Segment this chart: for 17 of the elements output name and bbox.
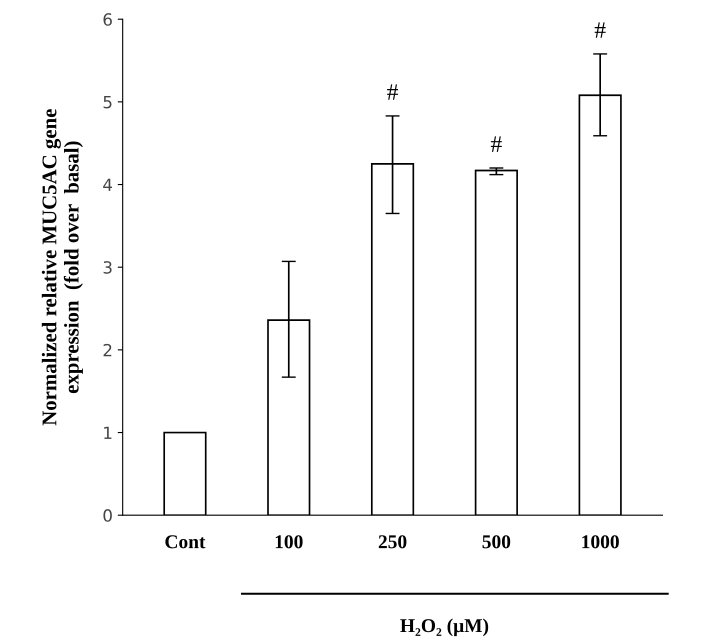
y-tick-label: 2 bbox=[104, 344, 112, 356]
y-tick-label: 1 bbox=[104, 426, 112, 439]
x-tick-label: 500 bbox=[482, 535, 510, 548]
x-axis-title: H₂O₂ (μM) bbox=[400, 618, 488, 636]
y-tick-label: 3 bbox=[104, 261, 112, 274]
y-tick-label: 4 bbox=[103, 178, 112, 191]
x-tick-label: 100 bbox=[276, 535, 303, 548]
x-tick-label: Cont bbox=[165, 535, 206, 548]
annotation: # bbox=[594, 22, 606, 38]
annotation: # bbox=[490, 136, 502, 152]
x-tick-label: 1000 bbox=[582, 535, 619, 548]
y-tick-label: 5 bbox=[104, 96, 112, 108]
y-tick-label: 6 bbox=[104, 13, 112, 26]
y-tick-label: 0 bbox=[103, 509, 112, 522]
annotation: # bbox=[387, 84, 398, 100]
y-axis-title: Normalized relative MUC5AC gene expression (fold over basal) bbox=[42, 109, 83, 426]
x-tick-label: 250 bbox=[378, 535, 406, 548]
